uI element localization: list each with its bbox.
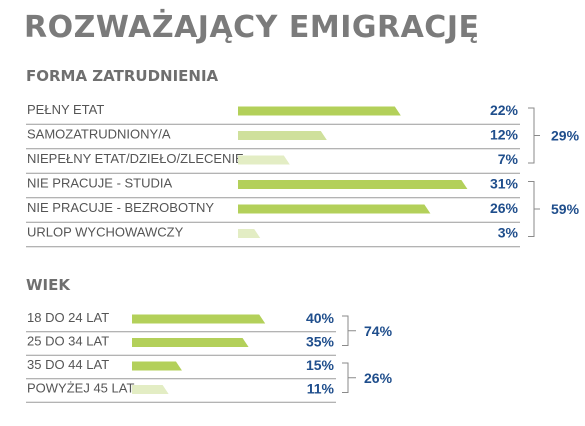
group-total-label: 74% [364,323,393,339]
category-label: PEŁNY ETAT [27,102,104,117]
category-label: URLOP WYCHOWAWCZY [27,225,184,240]
bar [132,314,266,324]
group-total-label: 26% [364,370,393,386]
page-title: ROZWAŻAJĄCY EMIGRACJĘ [24,10,480,45]
category-label: 18 DO 24 LAT [27,310,109,325]
value-label: 12% [490,127,519,143]
bar [132,385,169,394]
bar [238,204,431,214]
bar [238,131,327,140]
value-label: 40% [306,310,335,326]
group-bracket [342,315,356,346]
category-label: 35 DO 44 LAT [27,357,109,372]
group-bracket [528,181,540,237]
category-label: SAMOZATRUDNIONY/A [27,127,171,142]
category-label: NIEPEŁNY ETAT/DZIEŁO/ZLECENIE [27,151,244,166]
value-label: 15% [306,357,335,373]
group-total-label: 29% [551,128,580,144]
bar [238,106,401,116]
value-label: 7% [498,151,519,167]
bar [238,180,468,189]
value-label: 35% [306,334,335,350]
age-section-title: WIEK [26,276,70,294]
value-label: 3% [498,225,519,241]
employment-section-title: FORMA ZATRUDNIENIA [26,67,219,85]
category-label: 25 DO 34 LAT [27,334,109,349]
category-label: NIE PRACUJE - STUDIA [27,176,173,191]
value-label: 11% [307,381,335,397]
category-label: NIE PRACUJE - BEZROBOTNY [27,200,214,215]
bar [132,361,182,371]
value-label: 31% [490,176,519,192]
bar [238,229,261,238]
value-label: 26% [490,200,519,216]
group-bracket [342,362,356,393]
category-label: POWYŻEJ 45 LAT [27,381,134,396]
bar [238,155,290,165]
group-total-label: 59% [551,201,580,217]
value-label: 22% [490,102,519,118]
group-bracket [528,107,540,164]
bar [132,338,249,347]
